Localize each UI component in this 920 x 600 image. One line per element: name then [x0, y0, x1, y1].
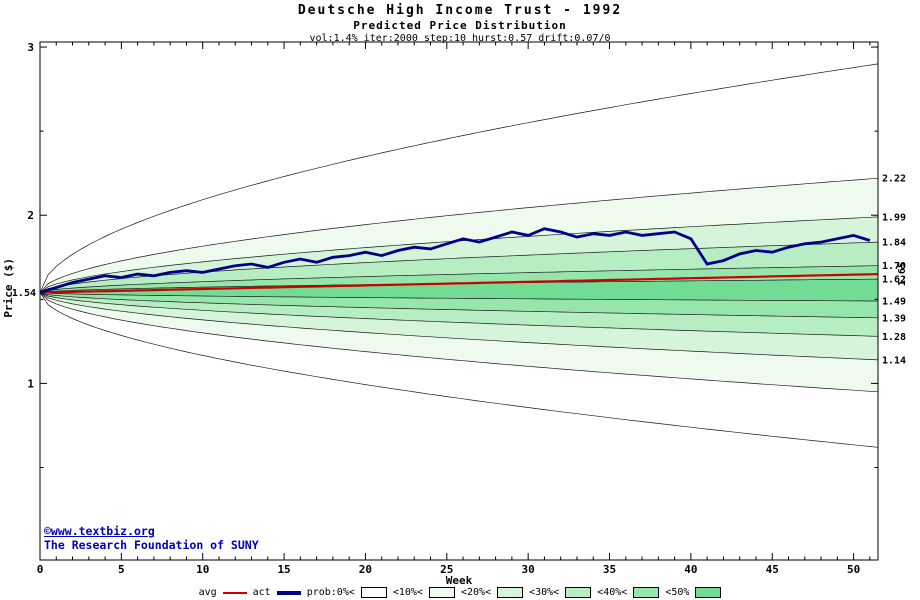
legend-swatch-p50: [695, 587, 722, 598]
x-tick-label: 20: [359, 563, 372, 576]
x-tick-label: 40: [684, 563, 697, 576]
x-tick-label: 35: [603, 563, 616, 576]
legend-label-p10: <10%<: [392, 587, 423, 598]
prob-band-20%-8: [40, 292, 878, 360]
prob-band-0%-10: [40, 292, 878, 448]
x-tick-label: 15: [277, 563, 290, 576]
legend-label-avg: avg: [198, 587, 217, 598]
band-end-label: 1.99: [882, 212, 906, 223]
avg-line: [39, 273, 879, 294]
prob-band-30%-7: [40, 292, 878, 337]
band-end-label: 1.62: [882, 275, 906, 286]
chart-header: Deutsche High Income Trust - 1992 Predic…: [0, 3, 920, 44]
copyright-link[interactable]: ©www.textbiz.org: [44, 524, 155, 538]
legend-swatch-p40: [633, 587, 660, 598]
start-price-label: 1.54: [12, 288, 36, 299]
y-tick-label: 1: [27, 377, 34, 390]
legend: avg act prob:0%< <10%< <20%< <30%< <40%< <50%: [0, 587, 920, 598]
band-boundary-line: [39, 292, 879, 393]
chart-subtitle: Predicted Price Distribution: [353, 19, 567, 32]
x-tick-label: 5: [118, 563, 125, 576]
copyright-org: The Research Foundation of SUNY: [44, 538, 259, 552]
band-boundary-line: [39, 63, 879, 293]
legend-swatch-avg: [222, 591, 247, 594]
band-boundary-line: [39, 292, 879, 361]
legend-label-prob0: prob:0%<: [306, 587, 355, 598]
legend-swatch-p10: [428, 587, 455, 598]
legend-label-p30: <30%<: [529, 587, 560, 598]
band-end-label: 1.28: [882, 332, 906, 343]
legend-label-p20: <20%<: [460, 587, 492, 598]
x-axis-title: Week: [445, 574, 473, 587]
band-end-label: 1.14: [882, 355, 906, 366]
legend-swatch-p30: [565, 587, 592, 598]
prob-band-40%-6: [40, 292, 878, 318]
x-tick-label: 30: [522, 563, 535, 576]
band-boundary-line: [39, 292, 879, 337]
band-end-label: 1.70: [882, 261, 906, 272]
x-tick-label: 25: [440, 563, 453, 576]
prob-band-0%-0: [40, 63, 878, 293]
band-end-label: 2.22: [882, 174, 906, 185]
attribution: ©www.textbiz.org The Research Foundation…: [44, 524, 259, 552]
simulation-params: vol:1.4% iter:2000 step:10 hurst:0.57 dr…: [309, 33, 611, 44]
x-tick-label: 45: [766, 563, 779, 576]
prob-band-20%-2: [40, 216, 878, 293]
chart-title: Deutsche High Income Trust - 1992: [297, 3, 623, 18]
band-end-label: 1.39: [882, 313, 906, 324]
x-tick-label: 10: [196, 563, 209, 576]
act-line: [39, 227, 871, 294]
legend-swatch-p20: [497, 587, 524, 598]
band-boundary-line: [39, 292, 879, 319]
prob-band-10%-1: [40, 178, 878, 293]
band-end-label: 1.84: [882, 238, 906, 249]
y-tick-label: 3: [27, 41, 34, 54]
avg-end-label: 1.65: [897, 262, 908, 286]
prob-band-50%-5: [40, 279, 878, 301]
prob-band-10%-9: [40, 292, 878, 392]
prob-band-40%-4: [40, 265, 878, 293]
band-end-label: 1.49: [882, 297, 906, 308]
band-boundary-line: [39, 292, 878, 302]
y-tick-label: 2: [27, 209, 34, 222]
y-axis-title: Price ($): [2, 258, 15, 318]
band-boundary-line: [39, 265, 879, 293]
legend-label-p40: <40%<: [597, 587, 628, 598]
band-boundary-line: [39, 177, 879, 293]
x-tick-label: 0: [37, 563, 44, 576]
plot-border: [39, 41, 879, 561]
band-boundary-line: [39, 241, 879, 293]
legend-label-p50: <50%: [665, 587, 690, 598]
legend-swatch-act: [276, 590, 301, 595]
band-boundary-line: [39, 292, 879, 448]
legend-swatch-prob0: [360, 587, 387, 598]
legend-label-act: act: [252, 587, 271, 598]
x-tick-label: 50: [847, 563, 860, 576]
